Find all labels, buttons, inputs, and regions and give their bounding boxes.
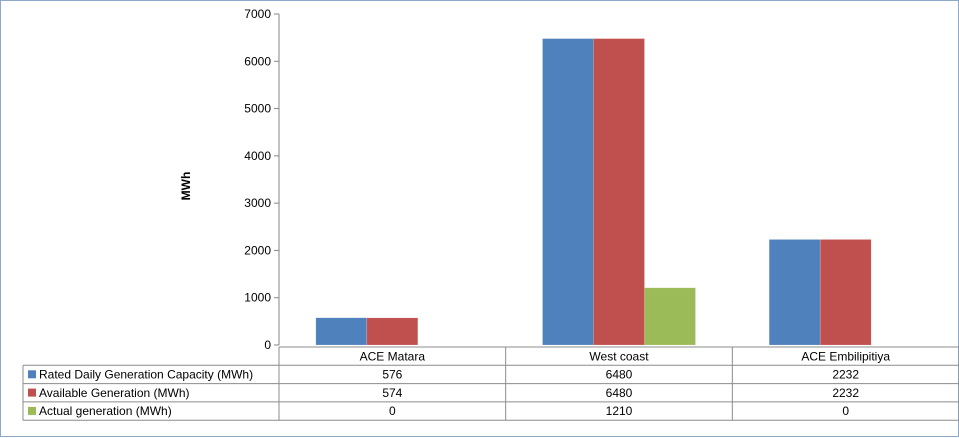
table-lines [22, 346, 959, 421]
category-label: West coast [589, 349, 649, 363]
legend-key [28, 406, 36, 415]
bar [366, 317, 419, 346]
y-tick-label: 1000 [244, 291, 271, 305]
y-tick-label: 4000 [244, 149, 271, 163]
bar [542, 38, 594, 346]
bar [819, 239, 872, 346]
data-cell: 1210 [606, 404, 633, 418]
series-name: Rated Daily Generation Capacity (MWh) [39, 368, 253, 382]
y-tick-label: 5000 [244, 102, 271, 116]
y-axis: 0 1000 2000 3000 4000 5000 6000 7000 [244, 7, 280, 352]
data-cell: 2232 [832, 386, 859, 400]
series-name: Available Generation (MWh) [39, 386, 190, 400]
data-cell: 574 [382, 386, 402, 400]
legend-key [28, 388, 36, 397]
y-tick-label: 6000 [244, 54, 271, 68]
data-cell: 0 [389, 404, 396, 418]
data-cell: 6480 [606, 368, 633, 382]
bars-group [315, 38, 872, 346]
data-cell: 2232 [832, 368, 859, 382]
series-name: Actual generation (MWh) [39, 404, 172, 418]
bar [593, 38, 645, 346]
y-tick-label: 0 [264, 338, 271, 352]
y-tick-label: 3000 [244, 196, 271, 210]
bar [644, 287, 696, 346]
bar [768, 239, 821, 346]
bar [315, 317, 368, 346]
data-cell: 6480 [606, 386, 633, 400]
data-cell: 576 [382, 368, 402, 382]
data-table: ACE Matara West coast ACE Embilipitiya Rate… [28, 349, 890, 418]
data-cell: 0 [842, 404, 849, 418]
y-tick-label: 2000 [244, 243, 271, 257]
y-axis-label: MWh [179, 172, 193, 201]
category-label: ACE Embilipitiya [801, 349, 890, 363]
y-tick-label: 7000 [244, 7, 271, 21]
legend-key [28, 370, 36, 379]
category-label: ACE Matara [360, 349, 426, 363]
